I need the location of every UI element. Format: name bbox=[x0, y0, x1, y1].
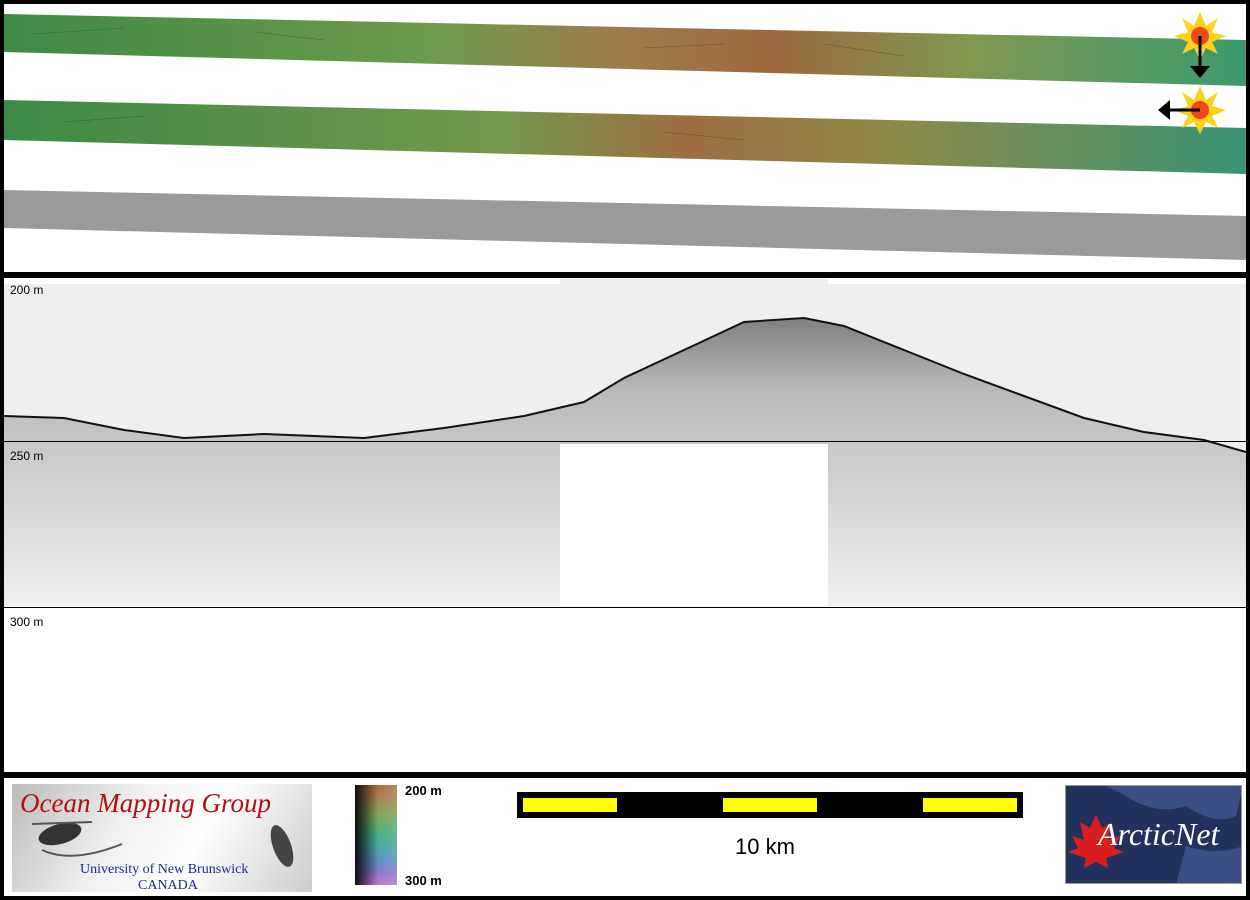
swath-map bbox=[4, 12, 1246, 260]
scale-label: 10 km bbox=[735, 834, 795, 859]
omg-country: CANADA bbox=[138, 878, 198, 893]
footer-panel: Ocean Mapping Group University of New Br… bbox=[4, 778, 1246, 896]
arcticnet-logo: ArcticNet bbox=[1065, 785, 1242, 884]
colorbar-top-label: 200 m bbox=[405, 783, 442, 798]
depth-line-250 bbox=[4, 441, 1246, 442]
scale-segment bbox=[723, 798, 817, 812]
scale-segment bbox=[923, 798, 1017, 812]
maple-leaf-icon bbox=[1068, 786, 1241, 883]
omg-title: Ocean Mapping Group bbox=[20, 788, 271, 818]
depth-label-200: 200 m bbox=[10, 283, 44, 297]
sediment-return bbox=[4, 318, 1246, 606]
backscatter-strip bbox=[4, 190, 1246, 260]
colorbar-bottom-label: 300 m bbox=[405, 873, 442, 888]
subbottom-profile-panel: 200 m 250 m 300 m bbox=[4, 278, 1246, 772]
bathymetry-strip-2 bbox=[4, 100, 1246, 174]
profile-graphic bbox=[4, 278, 1246, 606]
seafloor-line bbox=[4, 316, 1246, 453]
logo-sonar-fish-icon bbox=[31, 821, 294, 867]
depth-line-300 bbox=[4, 607, 1246, 608]
arrow-left-icon bbox=[1158, 100, 1200, 120]
ocean-mapping-group-logo: Ocean Mapping Group University of New Br… bbox=[12, 784, 312, 893]
depth-label-250: 250 m bbox=[10, 449, 44, 463]
omg-university: University of New Brunswick bbox=[80, 862, 249, 877]
scale-segment bbox=[523, 798, 617, 812]
depth-colorbar bbox=[355, 785, 397, 885]
depth-label-300: 300 m bbox=[10, 615, 44, 629]
scale-bar bbox=[517, 792, 1023, 818]
arrow-down-icon bbox=[1190, 36, 1210, 78]
bathymetry-strip-1 bbox=[4, 14, 1246, 86]
arcticnet-text: ArcticNet bbox=[1098, 816, 1220, 852]
swath-map-panel bbox=[4, 4, 1246, 272]
